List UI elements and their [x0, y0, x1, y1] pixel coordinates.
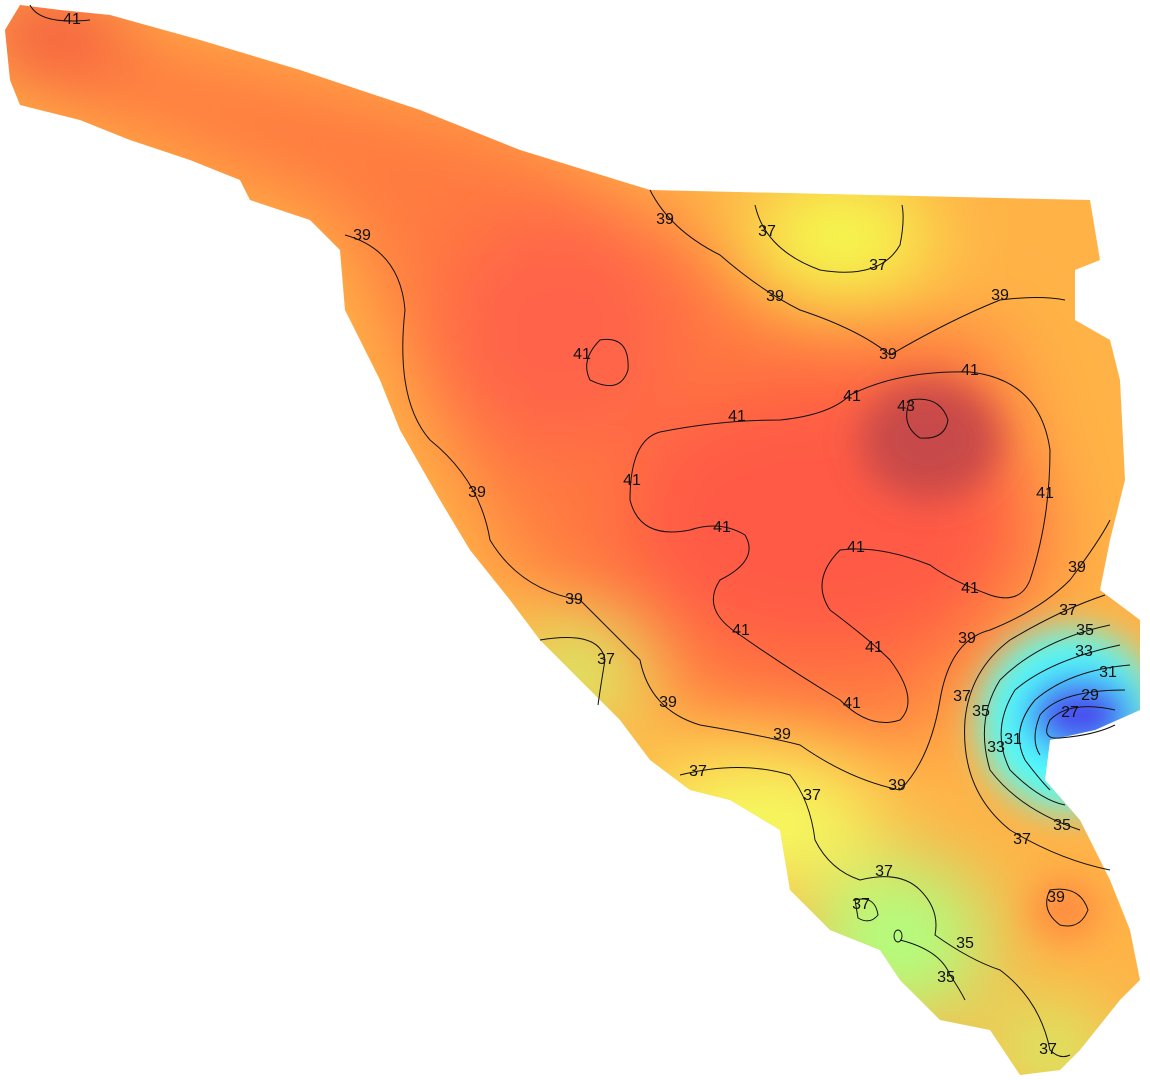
contour-line: [1018, 664, 1131, 791]
contour-line: [1000, 644, 1121, 806]
contour-label: 37: [852, 896, 870, 913]
contour-line: [854, 898, 879, 922]
contour-label: 35: [1076, 622, 1094, 639]
contour-label: 39: [565, 591, 583, 608]
contour-label: 39: [888, 777, 906, 794]
contour-label: 41: [865, 639, 883, 656]
contour-label: 31: [1099, 664, 1117, 681]
contour-line: [29, 4, 91, 22]
contour-label: 39: [958, 630, 976, 647]
contour-line: [1046, 706, 1116, 739]
contour-label: 39: [659, 694, 677, 711]
contour-label: 37: [953, 688, 971, 705]
contour-label: 41: [1036, 485, 1054, 502]
contour-line: [964, 594, 1111, 871]
contour-label: 39: [1047, 889, 1065, 906]
contour-label: 35: [937, 969, 955, 986]
contour-label: 39: [766, 288, 784, 305]
contour-label: 39: [773, 726, 791, 743]
contour-line: [586, 338, 629, 387]
contour-label: 41: [573, 346, 591, 363]
contour-line: [629, 371, 1051, 723]
contour-label: 39: [468, 484, 486, 501]
contour-label: 27: [1061, 704, 1079, 721]
contour-label: 41: [623, 472, 641, 489]
contour-line: [1034, 689, 1126, 756]
contour-label: 41: [843, 388, 861, 405]
contour-line: [344, 234, 1111, 791]
contour-lines: [29, 4, 1131, 1058]
contour-label: 35: [1053, 817, 1071, 834]
contour-label: 39: [1068, 559, 1086, 576]
contour-label: 37: [1013, 831, 1031, 848]
contour-label: 41: [961, 362, 979, 379]
contour-label: 41: [847, 539, 865, 556]
contour-label: 41: [728, 408, 746, 425]
contour-label: 33: [987, 739, 1005, 756]
contour-label: 37: [875, 863, 893, 880]
contour-label: 37: [758, 223, 776, 240]
contour-label: 39: [991, 287, 1009, 304]
contour-label: 39: [879, 346, 897, 363]
contour-label: 29: [1081, 687, 1099, 704]
contour-label: 43: [897, 398, 915, 415]
contour-line: [649, 189, 1066, 356]
contour-line: [539, 637, 606, 706]
contour-line: [754, 204, 904, 273]
contour-line: [679, 767, 1071, 1058]
contour-label: 37: [597, 651, 615, 668]
contour-label: 41: [843, 695, 861, 712]
contour-label: 41: [961, 580, 979, 597]
contour-label: 39: [656, 211, 674, 228]
contour-line: [899, 939, 966, 1001]
contour-line: [893, 929, 903, 943]
contour-label: 41: [63, 11, 81, 28]
contour-label: 31: [1004, 731, 1022, 748]
contour-label: 35: [972, 703, 990, 720]
contour-label: 41: [732, 622, 750, 639]
contour-label: 33: [1075, 643, 1093, 660]
contour-label: 39: [353, 227, 371, 244]
contour-labels: 41 39 39 37 37 39 39 39 41 41 41 43 41 41 41 41 41 39 39 41…: [63, 11, 1117, 1058]
contour-label: 37: [689, 763, 707, 780]
contour-label: 35: [956, 935, 974, 952]
contour-label: 37: [803, 787, 821, 804]
contour-line: [906, 398, 949, 439]
contour-line: [1046, 888, 1089, 927]
contour-label: 37: [1039, 1041, 1057, 1058]
contour-label: 37: [869, 257, 887, 274]
contour-label: 41: [713, 519, 731, 536]
contour-label: 37: [1059, 602, 1077, 619]
contour-line: [983, 624, 1111, 831]
